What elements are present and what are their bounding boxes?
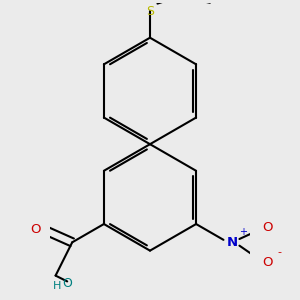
Text: +: + <box>239 227 247 237</box>
Text: -: - <box>278 247 281 257</box>
Text: O: O <box>262 256 273 269</box>
Text: O: O <box>262 221 273 234</box>
Text: H: H <box>53 280 61 291</box>
Text: S: S <box>146 4 154 18</box>
Text: O: O <box>30 223 41 236</box>
Text: O: O <box>62 277 72 290</box>
Text: N: N <box>227 236 238 249</box>
